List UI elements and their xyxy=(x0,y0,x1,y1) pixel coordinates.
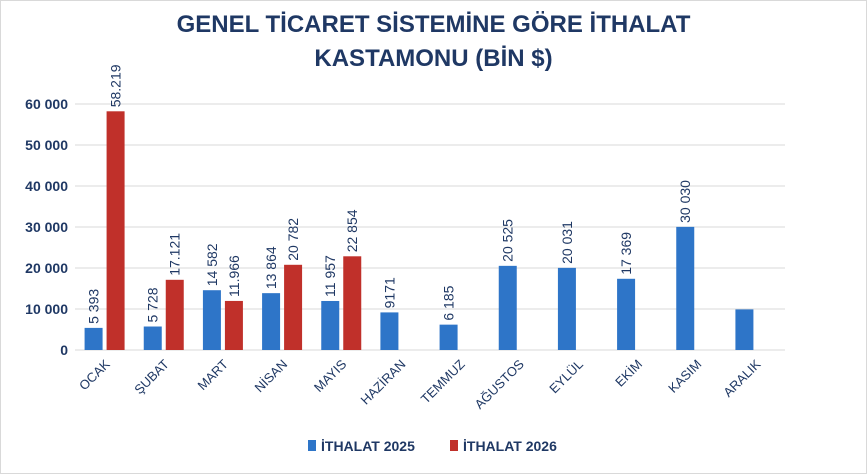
x-tick-label: ARALIK xyxy=(720,356,764,400)
bar-2025-10 xyxy=(676,226,695,350)
x-tick-label: ŞUBAT xyxy=(131,356,172,397)
bar-2025-7 xyxy=(498,265,517,350)
bar-2026-1 xyxy=(165,279,184,350)
data-label: 6 185 xyxy=(441,285,457,320)
gridlines xyxy=(75,103,785,351)
y-tick-label: 30 000 xyxy=(25,219,68,235)
y-tick-label: 10 000 xyxy=(25,301,68,317)
legend: İTHALAT 2025 İTHALAT 2026 xyxy=(308,438,557,454)
x-tick-label: HAZİRAN xyxy=(358,357,409,408)
data-label: 20 782 xyxy=(285,218,301,261)
chart-title-line-1: GENEL TİCARET SİSTEMİNE GÖRE İTHALAT xyxy=(176,11,691,38)
y-tick-label: 40 000 xyxy=(25,178,68,194)
data-label: 20 031 xyxy=(559,221,575,264)
bar-2025-9 xyxy=(617,278,636,350)
chart-title: GENEL TİCARET SİSTEMİNE GÖRE İTHALAT KAS… xyxy=(0,8,867,76)
x-tick-label: MAYIS xyxy=(311,356,350,395)
chart-title-line-2: KASTAMONU (BİN $) xyxy=(314,45,553,72)
legend-swatch xyxy=(308,440,316,451)
data-label: 17.121 xyxy=(167,233,183,276)
data-label: 11 957 xyxy=(322,255,338,297)
data-label: 5 728 xyxy=(145,287,161,322)
data-label: 11.966 xyxy=(226,255,242,297)
bar-2025-6 xyxy=(439,324,458,350)
legend-label: İTHALAT 2026 xyxy=(463,438,557,454)
y-axis: 0 10 000 20 000 30 000 40 000 50 000 60 000 xyxy=(25,96,68,358)
legend-swatch xyxy=(450,440,458,451)
data-label: 30 030 xyxy=(677,180,693,223)
bar-2025-4 xyxy=(321,300,340,350)
bar-2026-0 xyxy=(106,111,125,351)
bar-2026-4 xyxy=(343,256,362,350)
data-label: 22 854 xyxy=(344,209,360,252)
bar-2025-1 xyxy=(143,326,162,350)
bar-2025-11 xyxy=(735,309,754,350)
data-label: 20 525 xyxy=(500,219,516,262)
data-label: 13 864 xyxy=(263,246,279,289)
x-tick-label: EYLÜL xyxy=(546,357,586,397)
y-tick-label: 60 000 xyxy=(25,96,68,112)
bar-2026-3 xyxy=(284,264,303,350)
bar-2025-2 xyxy=(202,290,221,350)
x-tick-label: OCAK xyxy=(76,356,113,393)
x-axis: OCAK ŞUBAT MART NİSAN MAYIS HAZİRAN TEMMUZ AĞUS… xyxy=(76,356,764,412)
bar-2025-5 xyxy=(380,312,399,350)
data-label: 17 369 xyxy=(618,232,634,275)
y-tick-label: 20 000 xyxy=(25,260,68,276)
x-tick-label: TEMMUZ xyxy=(418,356,468,406)
data-label: 58.219 xyxy=(108,64,124,107)
x-tick-label: EKİM xyxy=(612,357,645,390)
data-label: 5 393 xyxy=(86,289,102,324)
y-tick-label: 50 000 xyxy=(25,137,68,153)
data-labels: 5 393 58.219 5 728 17.121 14 582 11.966 13 864… xyxy=(86,64,694,324)
bar-2025-0 xyxy=(84,327,103,350)
data-label: 9171 xyxy=(381,277,397,308)
bar-2026-2 xyxy=(224,300,243,350)
data-label: 14 582 xyxy=(204,243,220,286)
x-tick-label: AĞUSTOS xyxy=(471,356,527,412)
legend-label: İTHALAT 2025 xyxy=(321,438,415,454)
bar-2025-3 xyxy=(262,293,281,350)
x-tick-label: NİSAN xyxy=(252,357,291,396)
x-tick-label: KASIM xyxy=(665,357,704,396)
bar-2025-8 xyxy=(557,267,576,350)
bars xyxy=(84,111,754,351)
x-tick-label: MART xyxy=(195,356,232,393)
y-tick-label: 0 xyxy=(60,342,68,358)
